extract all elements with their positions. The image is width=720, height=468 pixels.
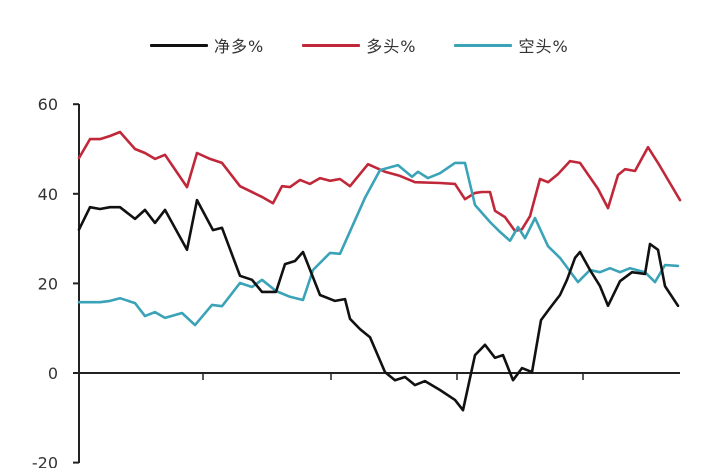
y-axis: 60 40 20 0 -20 [32,95,80,468]
y-tick-label: 0 [48,364,58,383]
y-tick-label: 20 [38,274,58,293]
legend-item-long: 多头% [302,33,416,57]
x-axis-zero-line [79,372,680,380]
y-tick-label: 40 [38,185,58,204]
legend-item-net-long: 净多% [150,33,264,57]
y-tick-label: 60 [38,95,58,114]
y-tick-label: -20 [32,454,58,468]
legend-item-short: 空头% [454,33,568,57]
legend-label-long: 多头% [366,37,417,56]
legend-label-net-long: 净多% [214,37,265,56]
series-layer [77,130,682,412]
series-line [77,161,680,327]
legend-label-short: 空头% [518,37,569,56]
legend-swatch-long [302,43,361,47]
legend-swatch-short [454,43,513,47]
chart-legend: 净多% 多头% 空头% [150,30,607,60]
legend-swatch-net-long [150,43,208,47]
series-line [77,198,680,412]
series-line [77,130,682,233]
